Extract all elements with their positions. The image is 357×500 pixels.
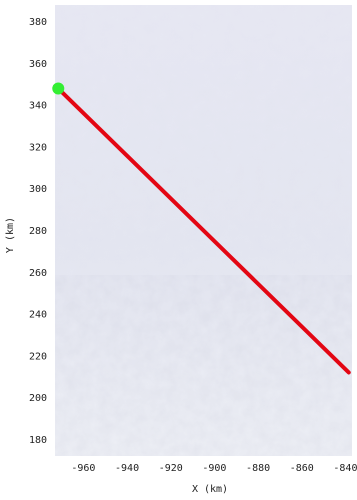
x-tick-label: -860 [290,463,314,474]
y-ticks: 180 200 220 240 260 280 300 320 340 360 380 [29,17,47,446]
x-tick-label: -880 [246,463,270,474]
y-tick-label: 240 [29,310,47,321]
start-marker [52,82,65,95]
y-tick-label: 300 [29,184,47,195]
x-axis-label: X (km) [192,484,228,495]
y-tick-label: 320 [29,142,47,153]
y-tick-label: 340 [29,101,47,112]
x-ticks: -960 -940 -920 -900 -880 -860 -840 [71,463,357,474]
y-tick-label: 380 [29,17,47,28]
x-tick-label: -900 [202,463,226,474]
y-tick-label: 260 [29,268,47,279]
y-tick-label: 200 [29,393,47,404]
y-tick-label: 180 [29,435,47,446]
x-tick-label: -920 [159,463,183,474]
y-axis: 180 200 220 240 260 280 300 320 340 360 380 Y (km) [5,17,47,446]
x-tick-label: -960 [71,463,95,474]
y-tick-label: 360 [29,59,47,70]
plot-area [55,5,352,456]
track-line [56,86,351,375]
series-layer [52,82,351,375]
satellite-texture [55,275,352,456]
y-tick-label: 220 [29,351,47,362]
x-axis: -960 -940 -920 -900 -880 -860 -840 X (km) [71,463,357,495]
x-tick-label: -840 [333,463,357,474]
x-tick-label: -940 [115,463,139,474]
y-axis-label: Y (km) [5,217,16,253]
satellite-texture-top [55,5,352,275]
y-tick-label: 280 [29,226,47,237]
